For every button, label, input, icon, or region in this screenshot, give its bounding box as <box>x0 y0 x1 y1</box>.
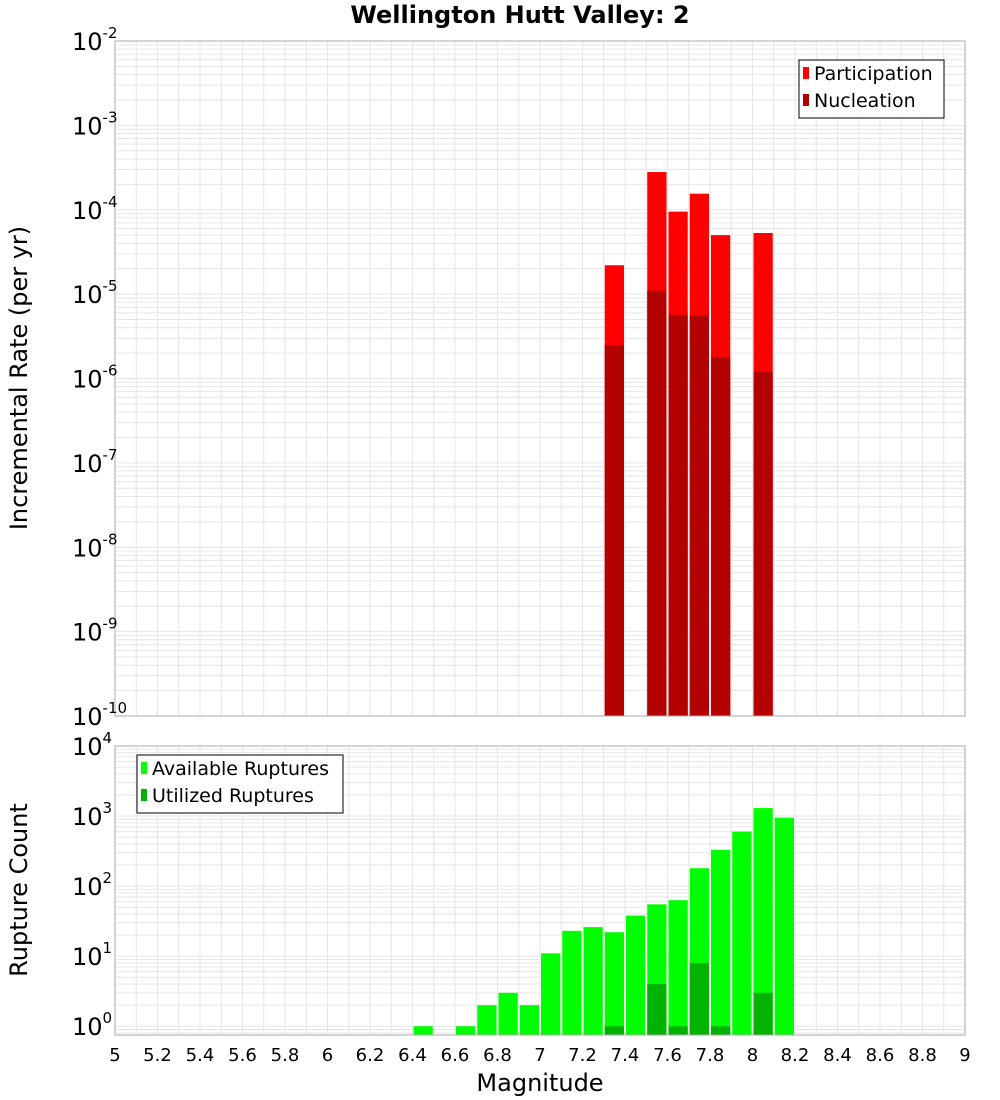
bar <box>583 927 603 1035</box>
y-tick-label: 10-3 <box>72 108 118 140</box>
x-tick-label: 7 <box>534 1045 545 1066</box>
bar <box>689 315 709 716</box>
y-tick-label: 10-4 <box>72 193 118 225</box>
x-tick-label: 5.8 <box>271 1045 300 1066</box>
x-tick-label: 6.6 <box>441 1045 470 1066</box>
y-tick-label: 10-8 <box>72 530 118 562</box>
x-tick-label: 8.6 <box>866 1045 895 1066</box>
bar <box>732 831 752 1035</box>
y-tick-label: 10-6 <box>72 362 118 394</box>
x-axis-label: Magnitude <box>476 1069 603 1097</box>
bar <box>562 930 582 1035</box>
y-axis-label: Rupture Count <box>5 803 33 977</box>
y-tick-label: 102 <box>72 869 112 901</box>
x-tick-label: 8.8 <box>908 1045 937 1066</box>
y-tick-label: 10-10 <box>72 699 127 731</box>
legend-entry: Available Ruptures <box>152 758 329 780</box>
x-tick-label: 8.2 <box>781 1045 810 1066</box>
bar <box>413 1026 433 1035</box>
x-tick-label: 8.4 <box>823 1045 852 1066</box>
bar <box>626 915 646 1035</box>
chart-title: Wellington Hutt Valley: 2 <box>350 1 689 29</box>
bar <box>753 808 773 1035</box>
plot-frame <box>114 745 966 1036</box>
y-tick-labels: 100 101 102 103 104 <box>72 729 112 1041</box>
x-tick-label: 9 <box>959 1045 970 1066</box>
legend: Available Ruptures Utilized Ruptures <box>136 754 344 814</box>
bar <box>498 992 518 1035</box>
bar <box>541 953 561 1035</box>
y-tick-label: 10-2 <box>72 24 118 56</box>
bar <box>647 290 667 716</box>
legend-entry: Participation <box>814 63 933 85</box>
y-tick-label: 10-9 <box>72 615 118 647</box>
y-tick-label: 10-7 <box>72 446 118 478</box>
bar <box>711 849 731 1035</box>
series-available-ruptures <box>413 808 794 1035</box>
x-tick-label: 6.2 <box>356 1045 385 1066</box>
plot-frame <box>114 40 966 717</box>
chart-panel-1: 10-10 10-9 10-8 10-7 10-6 10-5 10-4 10-3 10-2 Inc… <box>5 24 966 731</box>
bar <box>604 1026 624 1035</box>
bar <box>604 932 624 1035</box>
x-tick-label: 6.4 <box>398 1045 427 1066</box>
x-tick-label: 5.2 <box>143 1045 172 1066</box>
chart-panel-2: 100 101 102 103 104 Rupture Count 5 5.2 5.4 5.6 5.… <box>5 729 971 1097</box>
bar <box>519 1005 539 1035</box>
x-tick-label: 6.8 <box>483 1045 512 1066</box>
y-axis-label: Incremental Rate (per yr) <box>5 226 33 530</box>
bar <box>753 371 773 716</box>
x-tick-label: 8 <box>747 1045 758 1066</box>
bar <box>668 1026 688 1035</box>
grid-lines <box>114 745 966 1035</box>
bar <box>477 1005 497 1035</box>
x-tick-labels: 5 5.2 5.4 5.6 5.8 6 6.2 6.4 6.6 6.8 7 7.2 7.4 7.6 7.8 8… <box>109 1045 970 1066</box>
x-tick-label: 7.2 <box>568 1045 597 1066</box>
y-tick-label: 104 <box>72 729 112 761</box>
bar <box>668 314 688 716</box>
grid-lines <box>114 40 966 717</box>
series-nucleation <box>604 290 773 716</box>
legend-swatch <box>141 789 147 801</box>
legend-box <box>136 754 344 814</box>
legend: Participation Nucleation <box>798 59 945 119</box>
x-tick-label: 5 <box>109 1045 120 1066</box>
x-tick-label: 7.8 <box>696 1045 725 1066</box>
y-tick-label: 100 <box>72 1009 112 1041</box>
x-tick-label: 5.6 <box>228 1045 257 1066</box>
y-tick-labels: 10-10 10-9 10-8 10-7 10-6 10-5 10-4 10-3 10-2 <box>72 24 127 731</box>
legend-entry: Utilized Ruptures <box>152 785 314 807</box>
y-tick-label: 10-5 <box>72 277 118 309</box>
bar <box>604 344 624 716</box>
series-utilized-ruptures <box>604 962 773 1035</box>
legend-swatch <box>803 94 809 106</box>
bar <box>711 356 731 716</box>
x-tick-label: 7.4 <box>611 1045 640 1066</box>
bar <box>753 992 773 1035</box>
x-tick-label: 6 <box>322 1045 333 1066</box>
bar <box>689 962 709 1035</box>
y-tick-label: 101 <box>72 939 112 971</box>
legend-swatch <box>141 762 147 774</box>
y-tick-label: 103 <box>72 799 112 831</box>
x-tick-label: 5.4 <box>186 1045 215 1066</box>
bar <box>456 1026 476 1035</box>
legend-box <box>798 59 945 119</box>
bar <box>668 900 688 1035</box>
legend-swatch <box>803 67 809 79</box>
x-tick-label: 7.6 <box>653 1045 682 1066</box>
bar <box>711 1026 731 1035</box>
legend-entry: Nucleation <box>814 90 916 112</box>
bar <box>647 984 667 1035</box>
bar <box>774 817 794 1035</box>
